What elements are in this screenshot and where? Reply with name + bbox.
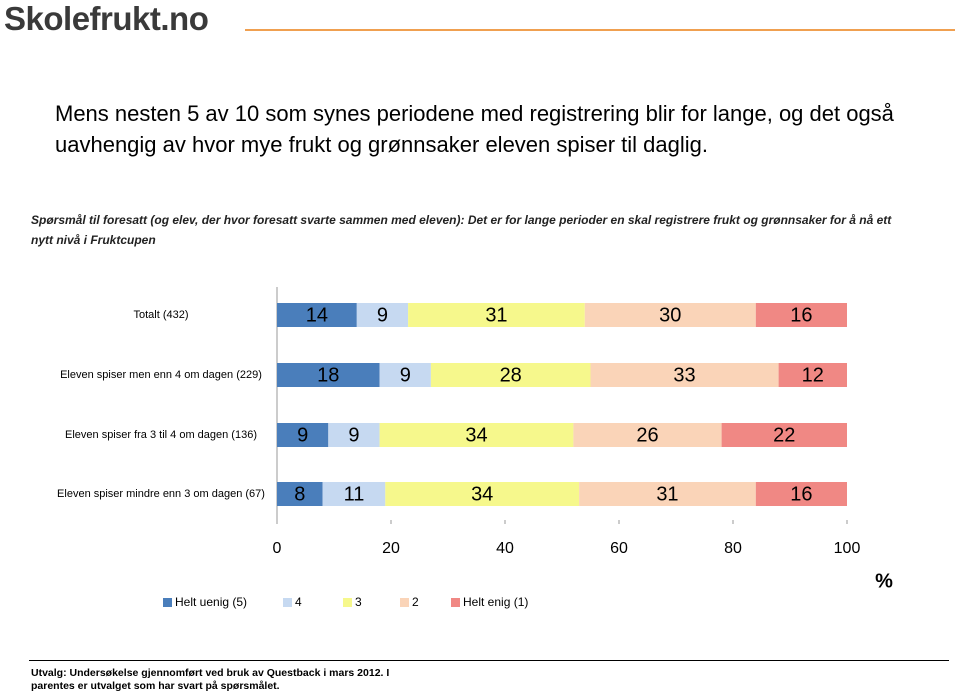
heading: Mens nesten 5 av 10 som synes periodene … [55,101,894,157]
bar-segment [379,423,574,447]
question: Spørsmål til foresatt (og elev, der hvor… [31,213,892,247]
value-label: 16 [790,483,812,505]
x-tick-label: 0 [273,540,282,557]
value-label: 28 [500,364,522,386]
value-label: 33 [673,364,695,386]
bar-segment [385,482,580,506]
bar-segment [277,363,380,387]
legend-swatch [163,598,172,607]
value-label: 14 [306,304,328,326]
legend-label: Helt enig (1) [463,595,528,609]
value-label: 16 [790,304,812,326]
value-label: 31 [485,304,507,326]
header-rule [245,29,955,31]
logo: Skolefrukt.no [4,0,209,37]
footnote: Utvalg: Undersøkelse gjennomført ved bru… [31,667,390,691]
x-tick-label: 100 [834,540,861,557]
x-tick-label: 80 [724,540,742,557]
value-label: 18 [317,364,339,386]
legend-label: 4 [295,595,302,609]
value-label: 22 [773,424,795,446]
bar-segment [584,303,756,327]
category-label: Eleven spiser mindre enn 3 om dagen (67) [57,488,265,500]
bar-segment [408,303,585,327]
legend-swatch [451,598,460,607]
bar-segment [755,482,847,506]
category-label: Eleven spiser fra 3 til 4 om dagen (136) [65,429,257,441]
value-label: 9 [377,304,388,326]
legend-label: 3 [355,595,362,609]
bar-segment [277,482,323,506]
x-tick-label: 40 [496,540,514,557]
bar-segment [379,363,431,387]
x-unit: % [875,570,893,592]
bar-segment [590,363,779,387]
value-label: 9 [348,424,359,446]
footer-rule [29,660,949,661]
bar-segment [356,303,409,327]
bar-segment [721,423,847,447]
category-label: Eleven spiser men enn 4 om dagen (229) [60,369,262,381]
value-label: 34 [465,424,487,446]
bar-segment [579,482,756,506]
bar-segment [277,423,329,447]
value-label: 26 [636,424,658,446]
value-label: 11 [344,483,365,505]
value-label: 8 [294,483,305,505]
value-label: 9 [297,424,308,446]
value-label: 12 [802,364,824,386]
value-label: 31 [656,483,678,505]
legend-swatch [400,598,409,607]
legend-swatch [343,598,352,607]
category-label: Totalt (432) [133,309,189,321]
legend-swatch [283,598,292,607]
value-label: 9 [400,364,411,386]
value-label: 34 [471,483,493,505]
bar-segment [573,423,722,447]
value-label: 30 [659,304,681,326]
x-tick-label: 60 [610,540,628,557]
legend-label: Helt uenig (5) [175,595,247,609]
bar-segment [778,363,847,387]
legend-label: 2 [412,595,419,609]
x-tick-label: 20 [382,540,400,557]
bar-segment [430,363,591,387]
bar-segment [328,423,380,447]
bar-segment [277,303,357,327]
bar-segment [322,482,386,506]
bar-segment [755,303,847,327]
